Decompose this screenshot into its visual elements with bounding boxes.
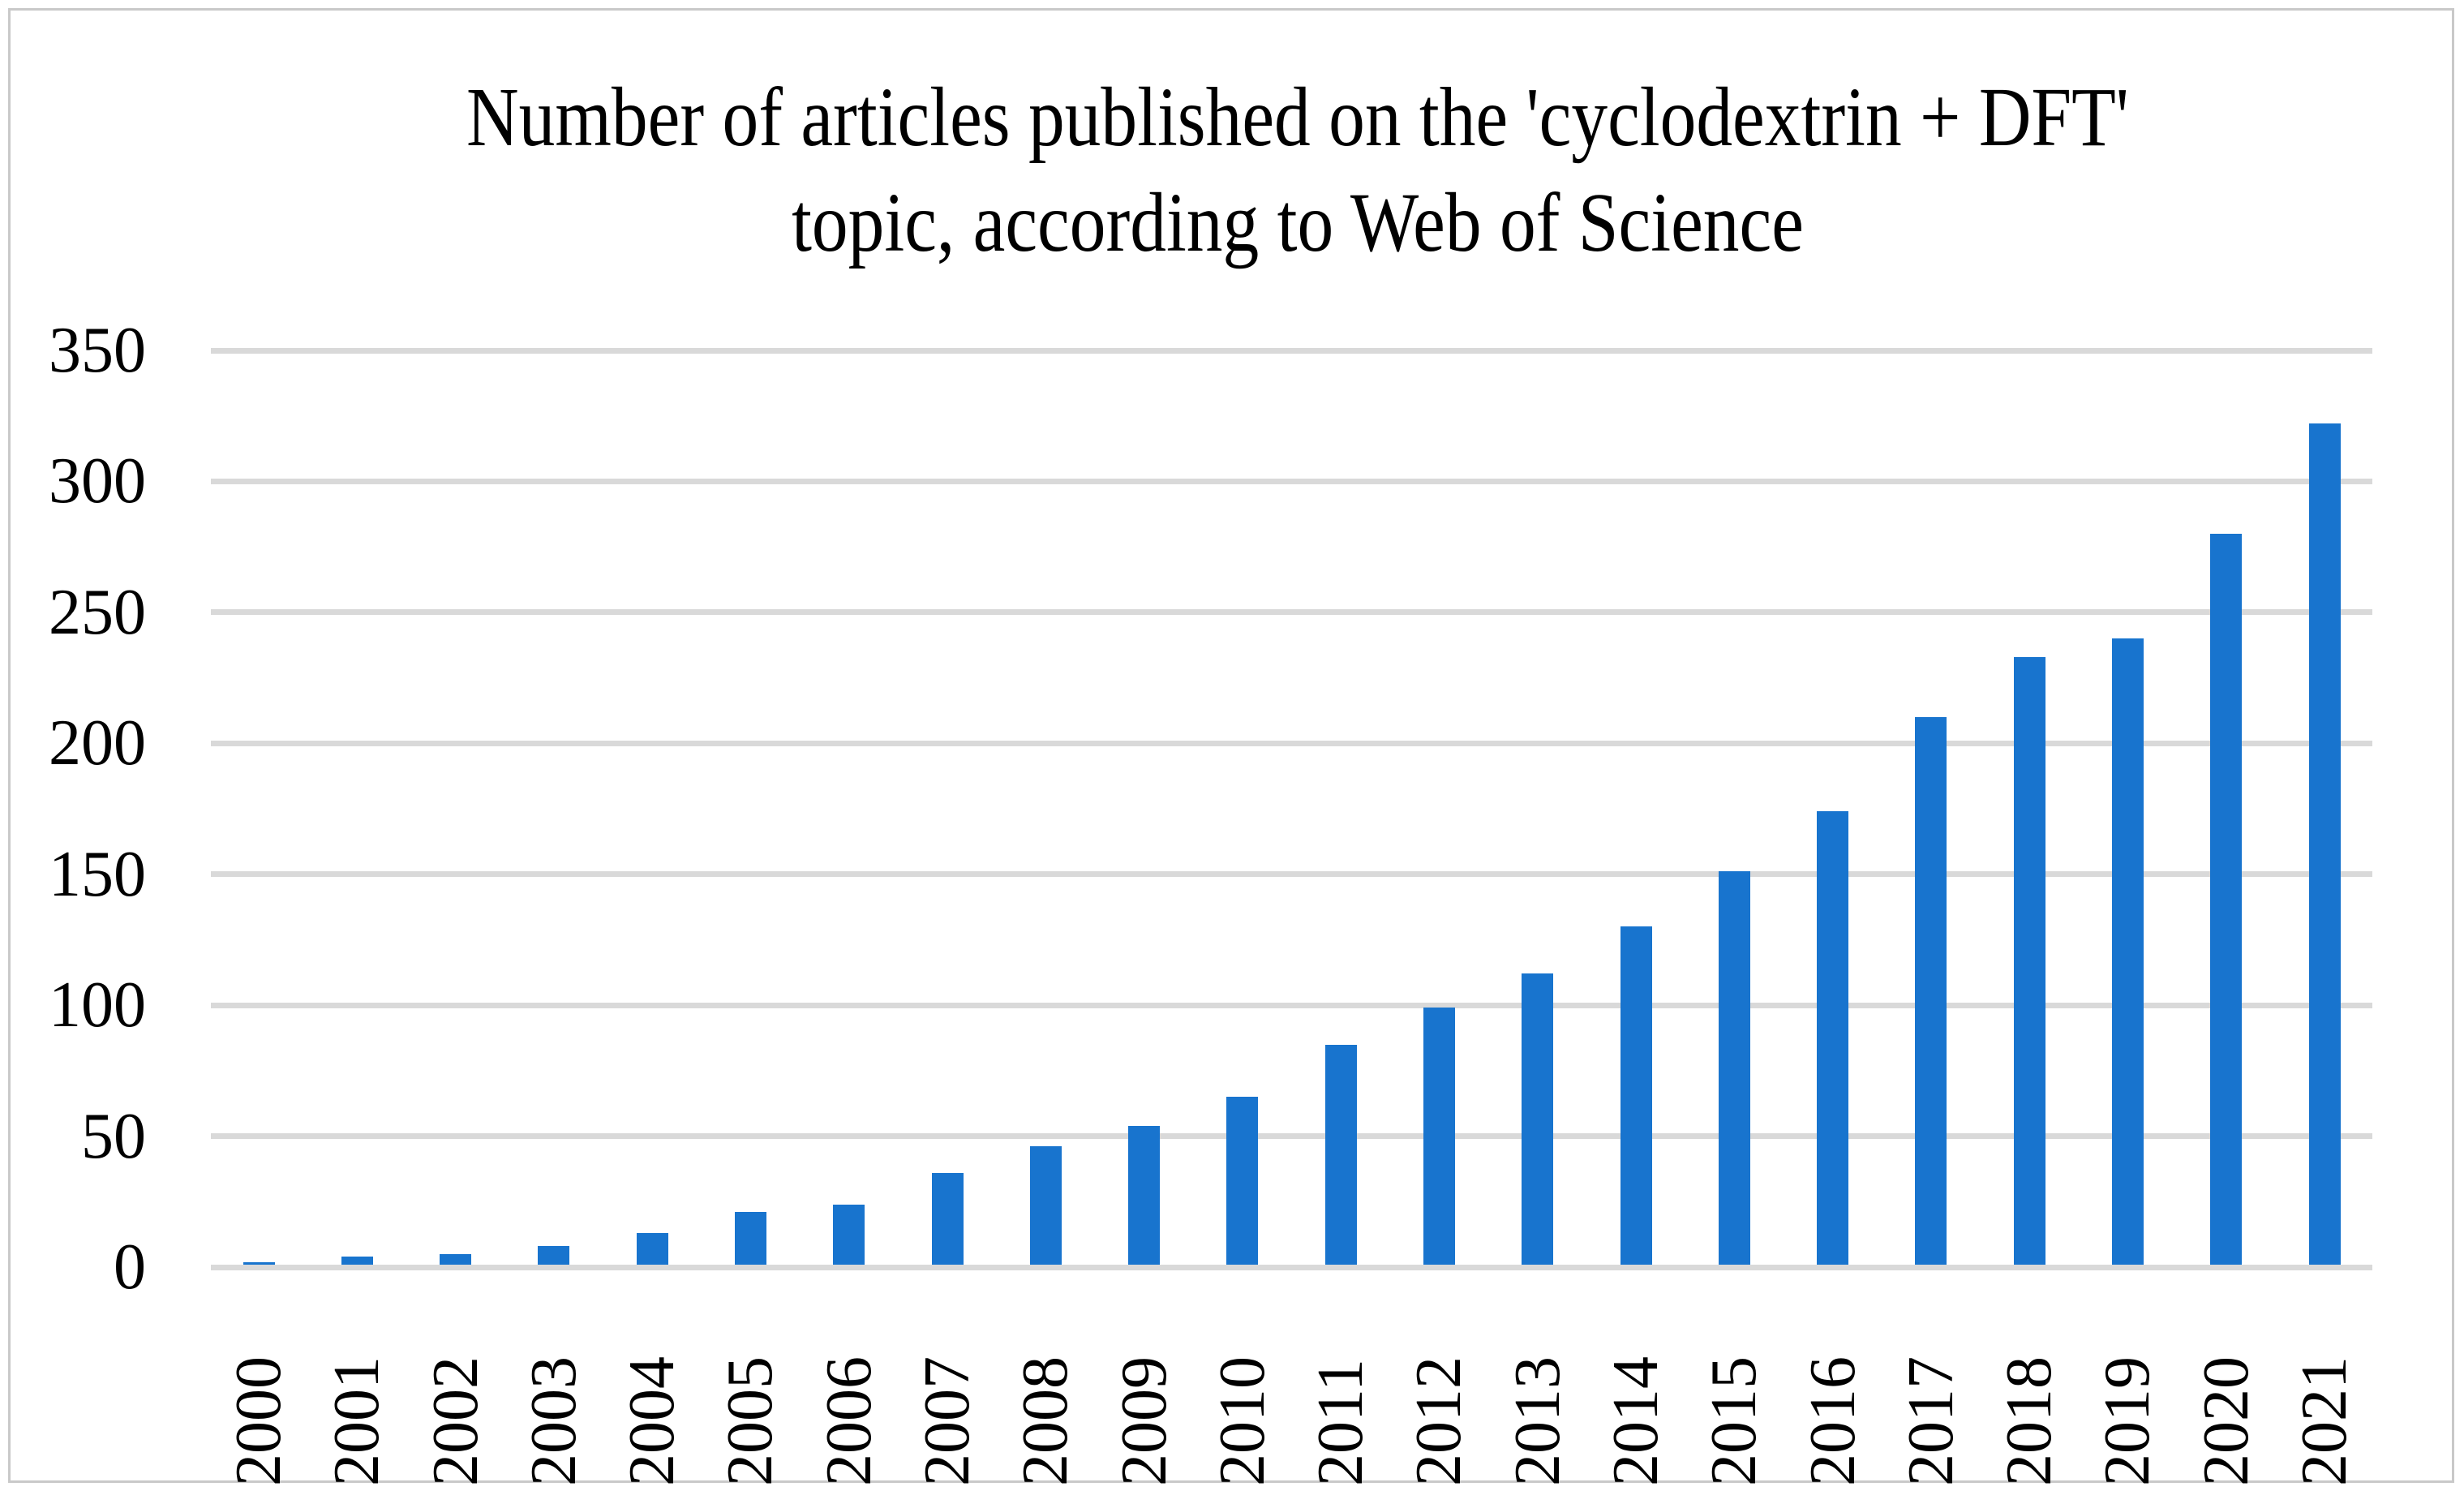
bar-2009	[1128, 1125, 1161, 1265]
x-axis-label-2006: 2006	[813, 1356, 885, 1486]
bar-2013	[1522, 973, 1554, 1265]
bar-2004	[636, 1233, 668, 1265]
x-axis-label-2003: 2003	[517, 1356, 590, 1486]
x-axis-label-2013: 2013	[1501, 1356, 1573, 1486]
x-axis-label-2014: 2014	[1600, 1356, 1672, 1486]
x-axis-label-2012: 2012	[1403, 1356, 1475, 1486]
x-axis-label-2007: 2007	[912, 1356, 983, 1486]
gridline-250	[211, 609, 2372, 616]
chart-title-line2: topic, according to Web of Science	[792, 176, 1804, 269]
bar-2017	[1915, 717, 1947, 1265]
gridline-50	[211, 1133, 2372, 1140]
bar-2016	[1817, 811, 1849, 1265]
bar-2011	[1324, 1044, 1357, 1265]
y-axis-label-100: 100	[49, 969, 146, 1042]
bar-2000	[243, 1261, 275, 1265]
chart-title: Number of articles published on the 'cyc…	[0, 65, 2464, 276]
bar-2010	[1226, 1097, 1259, 1265]
gridline-0	[211, 1264, 2372, 1270]
bar-2019	[2111, 638, 2144, 1265]
x-axis-label-2002: 2002	[419, 1356, 492, 1486]
x-axis-label-2005: 2005	[715, 1356, 787, 1486]
bar-2003	[538, 1246, 570, 1265]
y-axis-label-250: 250	[49, 576, 146, 648]
bar-2018	[2013, 656, 2045, 1265]
x-axis-label-2010: 2010	[1206, 1356, 1278, 1486]
x-axis-label-2011: 2011	[1305, 1358, 1377, 1486]
x-axis-label-2008: 2008	[1010, 1356, 1082, 1486]
gridline-200	[211, 740, 2372, 746]
x-axis-label-2019: 2019	[2092, 1356, 2164, 1486]
bar-2020	[2210, 534, 2243, 1265]
bar-2021	[2308, 423, 2341, 1265]
x-axis-label-2001: 2001	[321, 1356, 393, 1486]
bar-2002	[440, 1253, 472, 1265]
y-axis-label-0: 0	[114, 1231, 146, 1303]
x-axis-label-2009: 2009	[1108, 1356, 1180, 1486]
bar-2005	[734, 1212, 766, 1265]
x-axis-label-2004: 2004	[616, 1356, 689, 1486]
x-axis-label-2018: 2018	[1994, 1356, 2066, 1486]
x-axis-label-2020: 2020	[2190, 1356, 2262, 1486]
y-axis-label-350: 350	[49, 315, 146, 386]
bar-2014	[1620, 926, 1652, 1265]
y-axis-label-150: 150	[49, 838, 146, 910]
gridline-350	[211, 347, 2372, 354]
chart-title-line1: Number of articles published on the 'cyc…	[466, 71, 2129, 164]
x-axis-label-2016: 2016	[1796, 1356, 1869, 1486]
x-axis-label-2021: 2021	[2289, 1356, 2360, 1486]
bar-2006	[833, 1204, 865, 1265]
bar-2007	[931, 1172, 964, 1265]
x-axis-label-2000: 2000	[223, 1356, 294, 1486]
x-axis-label-2015: 2015	[1698, 1356, 1771, 1486]
y-axis-label-200: 200	[49, 707, 146, 780]
bar-2008	[1029, 1146, 1062, 1265]
y-axis-label-300: 300	[49, 445, 146, 518]
bar-2001	[341, 1257, 373, 1265]
x-axis-label-2017: 2017	[1895, 1356, 1967, 1486]
y-axis-label-50: 50	[81, 1100, 146, 1172]
bar-2012	[1423, 1008, 1455, 1265]
gridline-300	[211, 478, 2372, 484]
gridline-150	[211, 871, 2372, 878]
gridline-100	[211, 1002, 2372, 1008]
bar-2015	[1718, 871, 1750, 1265]
